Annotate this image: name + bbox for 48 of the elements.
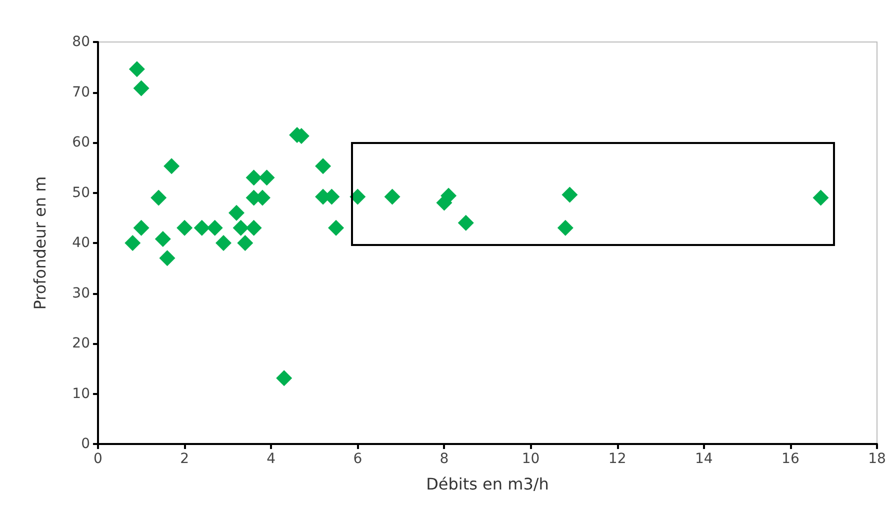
x-tick-label: 0 bbox=[94, 451, 102, 467]
point bbox=[154, 230, 171, 247]
point bbox=[328, 220, 344, 236]
point bbox=[133, 80, 150, 96]
y-tick-label: 50 bbox=[72, 184, 90, 201]
point bbox=[246, 220, 262, 236]
point bbox=[164, 158, 180, 174]
point bbox=[206, 220, 223, 236]
point bbox=[350, 188, 366, 205]
x-tick-label: 14 bbox=[694, 451, 713, 467]
point bbox=[228, 204, 244, 221]
y-tick-label: 10 bbox=[72, 386, 90, 402]
point bbox=[159, 250, 176, 266]
x-tick-label: 16 bbox=[782, 451, 800, 467]
point bbox=[194, 220, 210, 236]
x-tick-label: 6 bbox=[353, 451, 362, 467]
y-tick-label: 20 bbox=[72, 336, 90, 352]
point bbox=[384, 188, 400, 205]
y-tick-label: 80 bbox=[72, 34, 90, 50]
point bbox=[458, 214, 474, 231]
x-tick-label: 10 bbox=[522, 451, 540, 467]
point bbox=[237, 235, 254, 251]
point bbox=[315, 158, 332, 174]
point bbox=[133, 220, 150, 236]
y-axis-title: Profondeur en m bbox=[30, 176, 50, 310]
y-tick-label: 30 bbox=[72, 285, 90, 302]
x-axis-title: Débits en m3/h bbox=[426, 474, 549, 494]
y-tick-label: 40 bbox=[72, 235, 90, 251]
y-tick-label: 0 bbox=[81, 436, 90, 452]
point bbox=[246, 170, 262, 186]
point bbox=[258, 170, 275, 186]
point bbox=[812, 190, 829, 206]
point bbox=[562, 186, 578, 203]
x-tick-label: 2 bbox=[180, 451, 190, 467]
point bbox=[150, 190, 167, 206]
point bbox=[232, 220, 249, 236]
point bbox=[124, 235, 141, 251]
point bbox=[128, 61, 145, 78]
y-tick-label: 60 bbox=[72, 134, 90, 150]
point bbox=[176, 220, 193, 236]
x-tick-label: 12 bbox=[608, 451, 626, 467]
x-tick-label: 8 bbox=[440, 451, 449, 467]
point bbox=[276, 370, 292, 386]
point bbox=[557, 220, 574, 236]
point bbox=[216, 235, 232, 251]
x-tick-label: 4 bbox=[266, 451, 276, 467]
x-tick-label: 18 bbox=[868, 451, 886, 467]
y-tick-label: 70 bbox=[72, 84, 90, 100]
